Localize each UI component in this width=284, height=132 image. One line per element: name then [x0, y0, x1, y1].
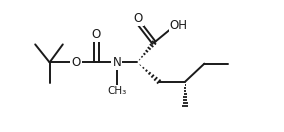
- Text: O: O: [92, 28, 101, 41]
- Text: O: O: [71, 56, 81, 69]
- Text: N: N: [112, 56, 121, 69]
- Text: CH₃: CH₃: [107, 86, 126, 96]
- Text: OH: OH: [170, 19, 187, 32]
- Text: O: O: [134, 12, 143, 25]
